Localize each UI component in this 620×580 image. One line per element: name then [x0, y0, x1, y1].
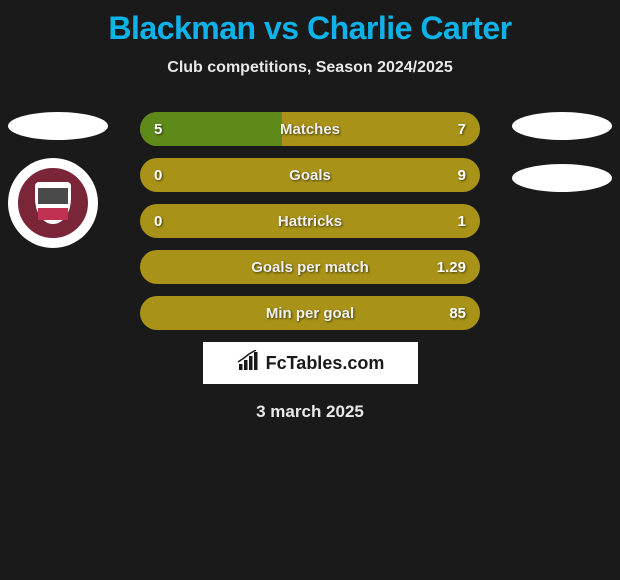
- right-team-badge-oval-1: [512, 112, 612, 140]
- comparison-subtitle: Club competitions, Season 2024/2025: [0, 59, 620, 77]
- stat-left-value: 5: [154, 121, 162, 138]
- stat-rows-container: 5 Matches 7 0 Goals 9 0 Hattricks 1 Goals per mat…: [140, 112, 480, 330]
- crest-inner: [16, 166, 90, 240]
- date-footer: 3 march 2025: [10, 402, 610, 422]
- right-team-badge-oval-2: [512, 164, 612, 192]
- stat-left-value: 0: [154, 213, 162, 230]
- crest-shield-icon: [35, 182, 71, 224]
- stat-right-value: 7: [458, 121, 466, 138]
- right-player-badges: [512, 112, 612, 192]
- left-club-crest: [8, 158, 98, 248]
- stat-row: 0 Goals 9: [140, 158, 480, 192]
- stat-right-value: 9: [458, 167, 466, 184]
- stat-row: Goals per match 1.29: [140, 250, 480, 284]
- stat-row: 5 Matches 7: [140, 112, 480, 146]
- stat-left-value: 0: [154, 167, 162, 184]
- stat-row: Min per goal 85: [140, 296, 480, 330]
- comparison-title: Blackman vs Charlie Carter: [0, 0, 620, 47]
- comparison-area: 5 Matches 7 0 Goals 9 0 Hattricks 1 Goals per mat…: [0, 112, 620, 422]
- left-team-badge-oval: [8, 112, 108, 140]
- stat-right-value: 1: [458, 213, 466, 230]
- fctables-chart-icon: [236, 350, 260, 377]
- stat-label: Goals per match: [251, 259, 369, 276]
- stat-row: 0 Hattricks 1: [140, 204, 480, 238]
- brand-logo-footer: FcTables.com: [203, 342, 418, 384]
- stat-right-value: 85: [449, 305, 466, 322]
- stat-label: Goals: [289, 167, 331, 184]
- stat-label: Hattricks: [278, 213, 342, 230]
- stat-right-value: 1.29: [437, 259, 466, 276]
- stat-label: Matches: [280, 121, 340, 138]
- stat-label: Min per goal: [266, 305, 354, 322]
- brand-name: FcTables.com: [266, 353, 385, 374]
- left-player-badges: [8, 112, 108, 248]
